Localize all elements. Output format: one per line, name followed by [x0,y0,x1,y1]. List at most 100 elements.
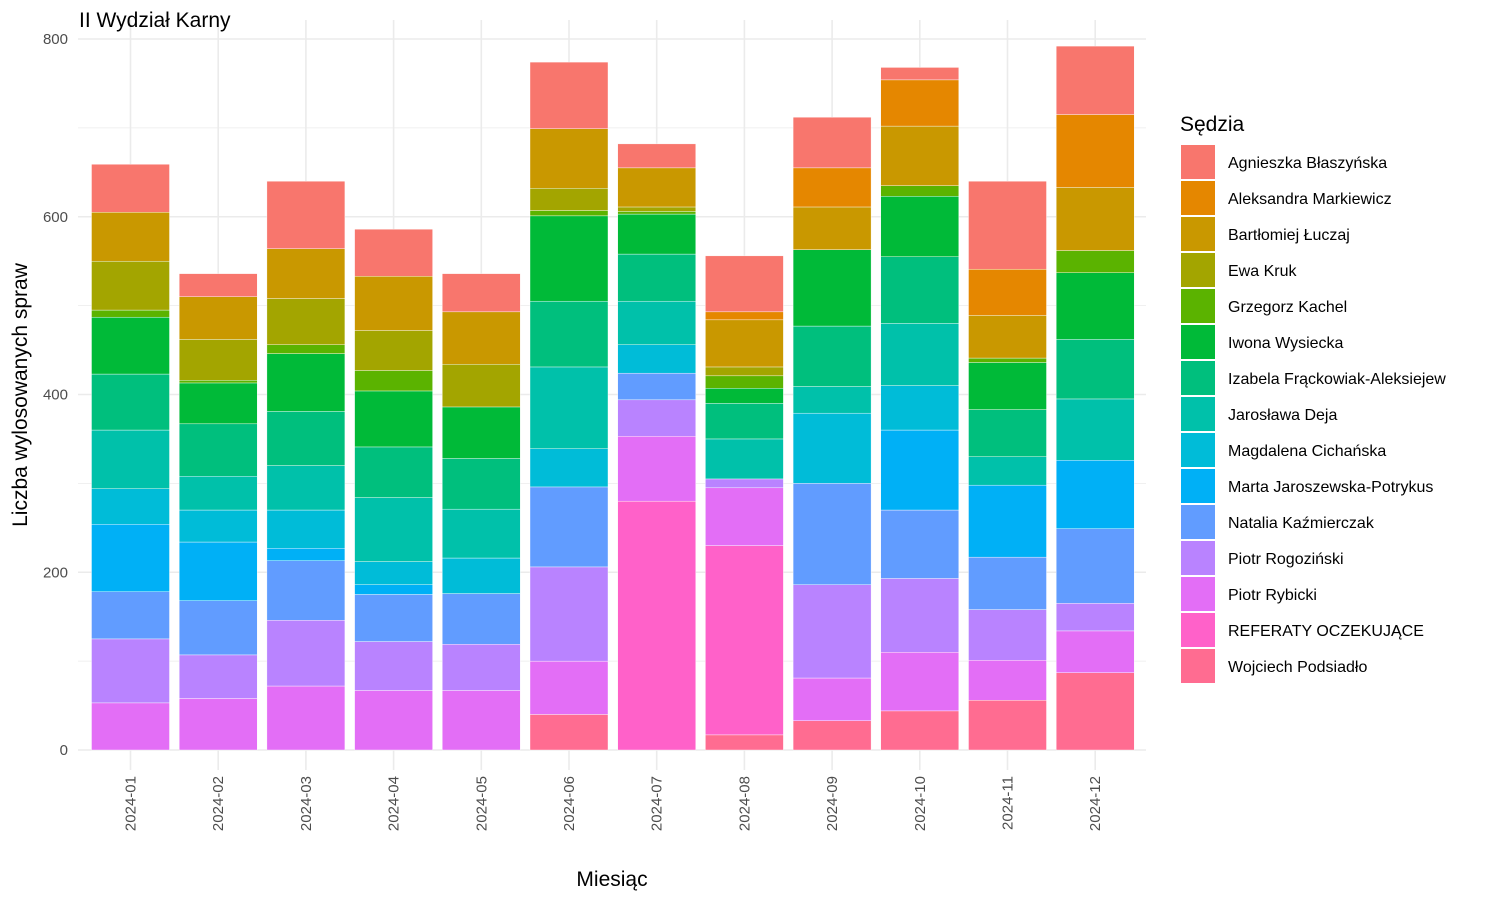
bar-segment [617,399,696,437]
bar-segment [91,524,170,593]
bar-segment [266,248,346,299]
bar-segment [442,458,521,510]
y-tick-label: 0 [60,742,68,759]
bar-segment [1055,672,1135,751]
bar-segment [354,370,433,392]
bar-segment [705,487,784,546]
bar-segment [266,353,346,412]
bar-segment [880,652,959,712]
bar-segment [442,644,521,691]
bar-segment [617,500,696,751]
bar-segment [617,211,696,215]
bar-segment [705,255,784,313]
bar-segment [442,593,521,645]
bar-segment [91,429,170,489]
legend-label: Iwona Wysiecka [1228,335,1344,352]
bar-segment [354,561,433,585]
bar-segment [91,702,170,751]
bar-segment [91,212,170,262]
bar-segment [354,584,433,595]
chart-title: II Wydział Karny [79,9,231,32]
bar-segment [266,620,346,687]
bar-segment [792,325,872,387]
legend-swatch [1181,397,1215,431]
bar-segment [792,677,872,721]
bar-segment [1055,528,1135,604]
x-axis-title: Miesiąc [576,868,647,891]
y-axis-ticks: 0 200 400 600 800 [43,31,68,759]
bar-segment [968,700,1047,751]
bar-segment [1055,603,1135,632]
legend-label: Agnieszka Błaszyńska [1228,155,1387,172]
bar-segment [529,128,609,189]
bar-segment [792,206,872,250]
legend-title: Sędzia [1180,113,1245,136]
bar-segment [354,276,433,331]
legend-label: Wojciech Podsiadło [1228,659,1367,676]
bar-segment [1055,398,1135,461]
bar-segment [442,508,521,559]
bars-layer [91,45,1135,751]
bar-segment [617,143,696,169]
legend-swatch [1181,505,1215,539]
bar-segment [1055,339,1135,400]
bar-segment [792,117,872,169]
x-tick-label: 2024-04 [386,776,403,831]
legend-label: Bartłomiej Łuczaj [1228,227,1350,244]
legend-label: Jarosława Deja [1228,407,1337,424]
bar-segment [178,541,258,601]
legend-label: Natalia Kaźmierczak [1228,515,1375,532]
legend-swatch [1181,361,1215,395]
bar-segment [792,167,872,208]
legend-swatch [1181,577,1215,611]
legend-swatch [1181,649,1215,683]
bar-segment [442,364,521,408]
legend-label: Grzegorz Kachel [1228,299,1347,316]
legend-label: Piotr Rogoziński [1228,551,1344,568]
legend-swatch [1181,181,1215,215]
bar-segment [880,578,959,653]
bar-segment [705,734,784,751]
bar-segment [880,385,959,431]
bar-segment [968,180,1047,270]
bar-segment [968,268,1047,316]
x-tick-label: 2024-05 [473,776,490,831]
bar-segment [178,476,258,511]
bar-segment [968,456,1047,486]
x-tick-label: 2024-12 [1087,776,1104,831]
bar-segment [266,509,346,549]
bar-segment [354,446,433,498]
bar-segment [705,403,784,440]
bar-segment [617,436,696,502]
bar-segment [178,654,258,699]
bar-segment [529,486,609,568]
bar-segment [968,362,1047,410]
legend-swatch [1181,145,1215,179]
y-tick-label: 400 [43,387,68,404]
bar-segment [529,660,609,715]
bar-segment [968,315,1047,359]
bar-segment [91,488,170,525]
bar-segment [968,556,1047,610]
bar-segment [266,344,346,354]
legend-swatch [1181,217,1215,251]
bar-segment [792,412,872,484]
legend-swatch [1181,469,1215,503]
bar-segment [178,423,258,477]
y-tick-label: 200 [43,564,68,581]
bar-segment [442,273,521,313]
bar-segment [968,409,1047,457]
legend-swatch [1181,325,1215,359]
bar-segment [266,180,346,249]
x-tick-label: 2024-03 [298,776,315,831]
bar-segment [178,296,258,340]
legend-label: Izabela Frąckowiak-Aleksiejew [1228,371,1446,388]
x-tick-label: 2024-02 [210,776,227,831]
legend-swatch [1181,253,1215,287]
bar-segment [91,164,170,213]
bar-segment [91,260,170,311]
bar-segment [529,188,609,211]
bar-segment [792,720,872,751]
bar-segment [529,566,609,662]
bar-segment [792,249,872,327]
